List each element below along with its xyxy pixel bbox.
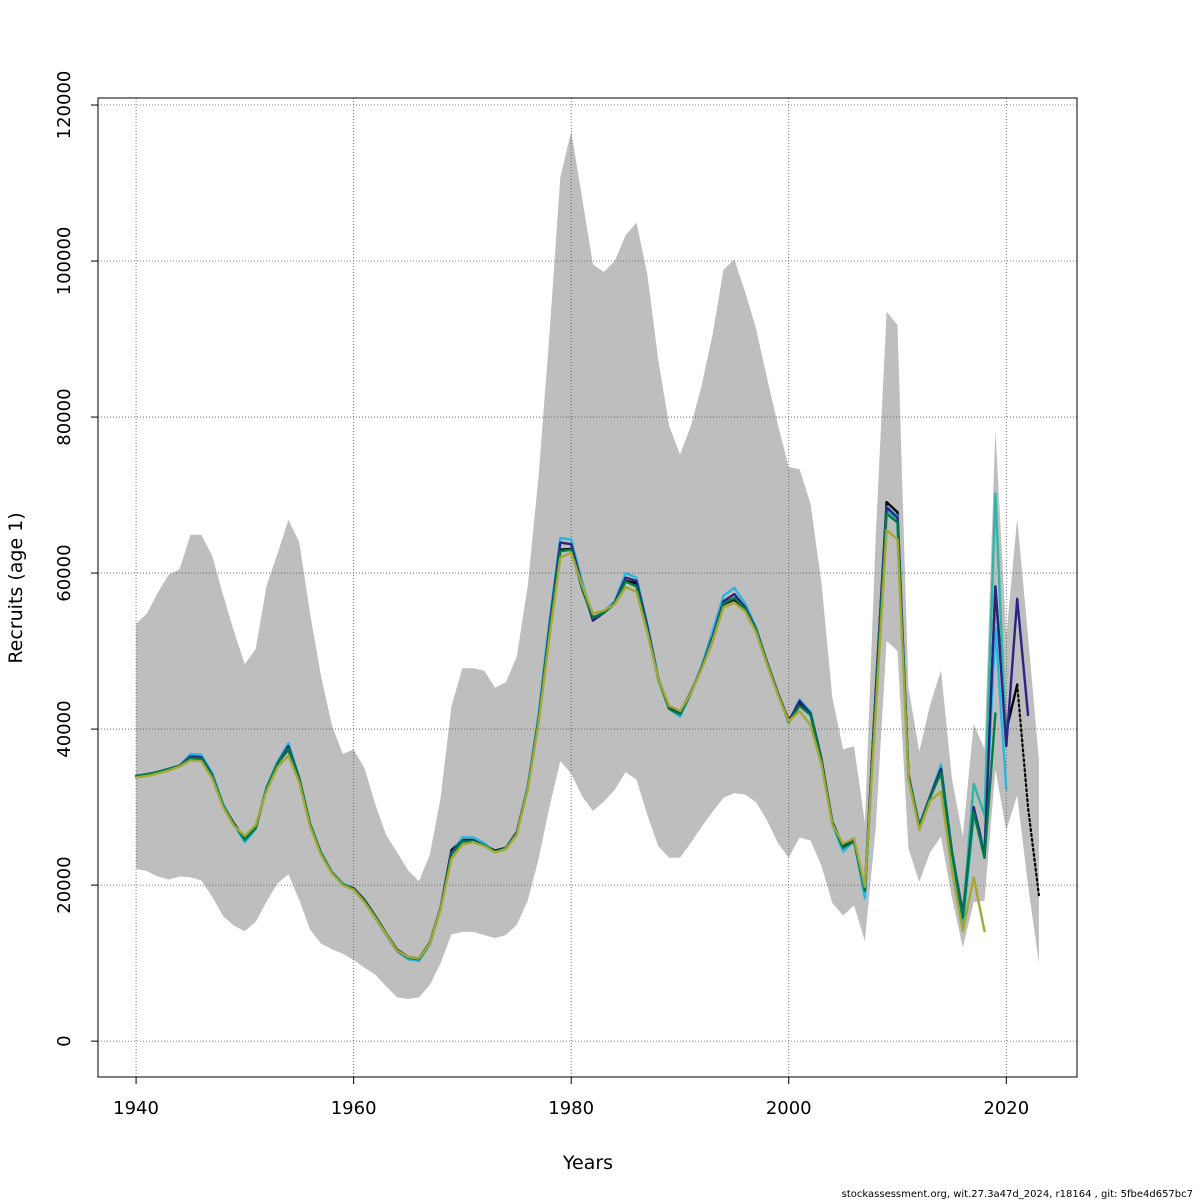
grid-layer [98,98,1077,1077]
series-line-dark-green [134,512,997,961]
y-axis: 0 20000 40000 60000 80000 100000 120000 [54,71,98,1047]
confidence-band [136,131,1039,999]
x-tick-label: 2000 [766,1098,812,1119]
y-tick-label: 0 [54,1035,75,1046]
series-line-olive [134,529,986,960]
x-axis-title: Years [562,1152,613,1174]
series-line-black-dashed [1016,683,1041,897]
y-tick-label: 60000 [54,544,75,601]
x-tick-label: 1980 [548,1098,594,1119]
series-layer [134,492,1041,962]
y-tick-label: 120000 [54,71,75,140]
x-tick-label: 2020 [983,1098,1029,1119]
confidence-band-layer [136,131,1039,999]
y-tick-label: 20000 [54,856,75,913]
x-tick-label: 1960 [331,1098,377,1119]
x-axis: 1940 1960 1980 2000 2020 [113,1077,1029,1119]
plot-frame [97,97,1078,1078]
y-tick-label: 100000 [54,227,75,296]
y-tick-label: 80000 [54,388,75,445]
y-tick-label: 40000 [54,700,75,757]
footer-credit: stockassessment.org, wit.27.3a47d_2024, … [842,1189,1193,1200]
x-tick-label: 1940 [113,1098,159,1119]
y-axis-title: Recruits (age 1) [5,512,27,663]
